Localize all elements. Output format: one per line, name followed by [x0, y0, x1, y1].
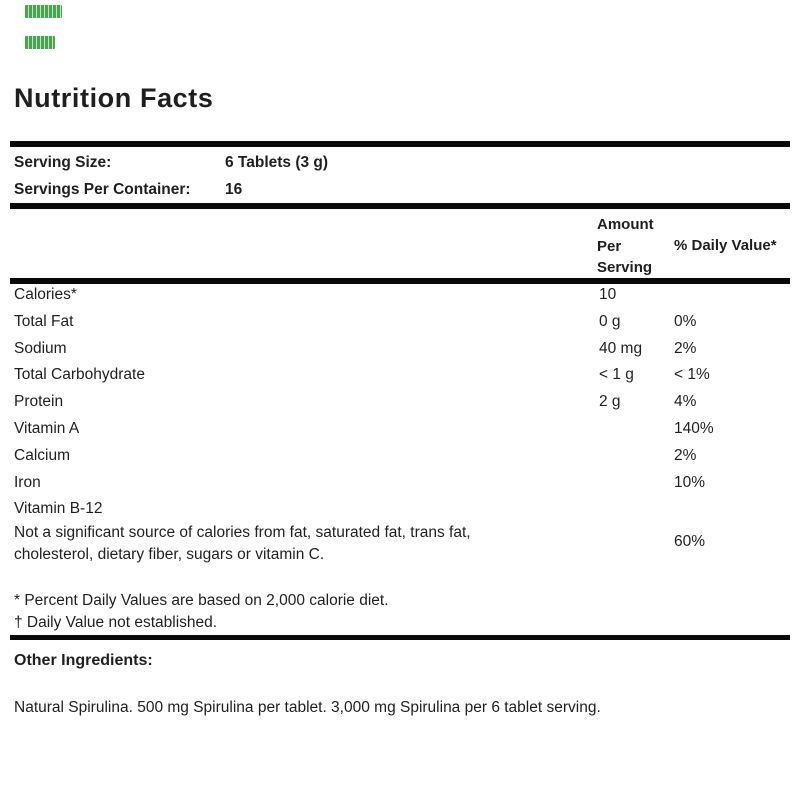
table-row-total-carbohydrate: Total Carbohydrate < 1 g < 1%: [0, 364, 800, 391]
table-row-calories: Calories* 10: [0, 284, 800, 311]
nutrient-name: Total Fat: [14, 312, 74, 330]
table-row-calcium: Calcium 2%: [0, 445, 800, 472]
divider-thick-header: [10, 278, 790, 284]
nutrient-name: Vitamin A: [14, 419, 80, 437]
table-row-vitamin-a: Vitamin A 140%: [0, 418, 800, 445]
serving-size-label: Serving Size:: [14, 154, 112, 171]
nutrient-dv: 0%: [674, 312, 697, 330]
other-ingredients-text: Natural Spirulina. 500 mg Spirulina per …: [14, 699, 601, 716]
table-row-protein: Protein 2 g 4%: [0, 391, 800, 418]
vitamin-b12-dv: 60%: [674, 533, 706, 550]
table-row-iron: Iron 10%: [0, 472, 800, 499]
nutrient-amount: 10: [599, 286, 617, 303]
nutrient-dv: 2%: [674, 446, 697, 464]
nutrient-name: Calories*: [14, 286, 77, 303]
not-significant-source-note: Not a significant source of calories fro…: [14, 524, 471, 563]
divider-thick-serving: [10, 203, 790, 209]
nutrient-amount: 0 g: [599, 312, 621, 330]
nutrient-dv: 140%: [674, 419, 714, 437]
nutrient-dv: 4%: [674, 393, 697, 411]
footnote-percent-daily-values: * Percent Daily Values are based on 2,00…: [14, 592, 389, 609]
nutrient-name: Calcium: [14, 446, 70, 464]
green-watermark-icon: [25, 36, 55, 49]
nutrient-amount: 40 mg: [599, 339, 643, 357]
servings-per-container-row: Servings Per Container: 16: [0, 181, 800, 201]
nutrient-table: Calories* 10 Total Fat 0 g 0% Sodium 40 …: [0, 284, 800, 525]
nutrient-name: Sodium: [14, 339, 67, 357]
nutrient-amount: 2 g: [599, 393, 621, 411]
serving-size-row: Serving Size: 6 Tablets (3 g): [0, 154, 800, 174]
nutrient-amount: < 1 g: [599, 366, 634, 384]
serving-size-value: 6 Tablets (3 g): [225, 154, 329, 171]
green-watermark-icon: [25, 5, 62, 18]
nutrient-dv: 2%: [674, 339, 697, 357]
nutrient-name: Total Carbohydrate: [14, 366, 145, 384]
servings-per-container-label: Servings Per Container:: [14, 181, 191, 198]
servings-per-container-value: 16: [225, 181, 243, 198]
footnotes: * Percent Daily Values are based on 2,00…: [14, 590, 389, 635]
nutrient-name: Vitamin B-12: [14, 500, 103, 518]
column-header-amount-per-serving: Amount Per Serving: [597, 216, 654, 276]
nutrition-facts-title: Nutrition Facts: [14, 83, 214, 113]
divider-thick-bottom: [10, 635, 790, 640]
nutrient-name: Iron: [14, 473, 41, 491]
table-row-sodium: Sodium 40 mg 2%: [0, 338, 800, 365]
table-row-vitamin-b12: Vitamin B-12: [0, 498, 800, 525]
table-row-total-fat: Total Fat 0 g 0%: [0, 311, 800, 338]
divider-thick-top: [10, 141, 790, 147]
nutrient-name: Protein: [14, 393, 64, 411]
other-ingredients-heading: Other Ingredients:: [14, 652, 153, 669]
nutrient-dv: 10%: [674, 473, 706, 491]
nutrient-dv: < 1%: [674, 366, 710, 384]
footnote-daily-value-not-established: † Daily Value not established.: [14, 614, 218, 632]
column-header-daily-value: % Daily Value*: [674, 237, 777, 254]
